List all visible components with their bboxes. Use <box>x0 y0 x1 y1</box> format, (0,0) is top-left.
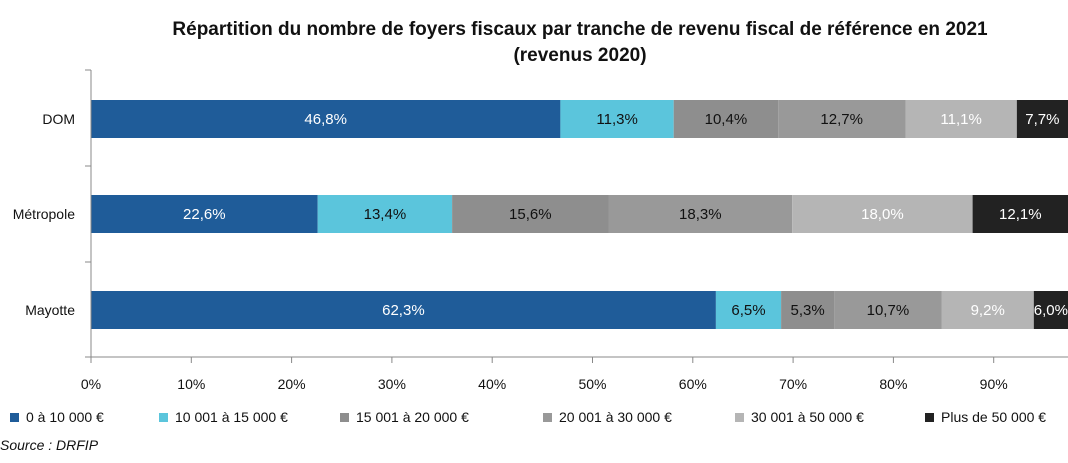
axes-layer: DOM Métropole Mayotte 0% 10% 20% 30% 40% 50% 60% 7… <box>13 69 1068 392</box>
data-label: 9,2% <box>971 302 1005 319</box>
data-label: 10,7% <box>867 302 910 319</box>
stacked-bar-chart: Répartition du nombre de foyers fiscaux … <box>13 19 1068 392</box>
data-label: 5,3% <box>790 302 824 319</box>
x-tick-label: 60% <box>679 376 707 392</box>
data-label: 6,5% <box>731 302 765 319</box>
bar-segment <box>1016 100 1068 138</box>
chart-title: Répartition du nombre de foyers fiscaux … <box>172 19 988 40</box>
data-label: 11,1% <box>940 111 981 128</box>
data-label: 46,8% <box>304 111 347 128</box>
legend-item: 0 à 10 000 € <box>10 409 104 425</box>
legend-label: 10 001 à 15 000 € <box>175 409 288 425</box>
data-label: 7,7% <box>1025 111 1059 128</box>
data-label: 12,7% <box>820 111 863 128</box>
legend-item: Plus de 50 000 € <box>925 409 1046 425</box>
data-label: 10,4% <box>705 111 748 128</box>
data-label: 62,3% <box>382 302 425 319</box>
x-tick-label: 10% <box>177 376 205 392</box>
legend-item: 20 001 à 30 000 € <box>543 409 672 425</box>
bar-segment <box>673 100 778 138</box>
category-label: Mayotte <box>25 302 75 318</box>
legend-swatch <box>340 412 349 422</box>
bar-segment <box>91 100 561 138</box>
bar-segment <box>317 195 453 233</box>
legend-label: 0 à 10 000 € <box>26 409 104 425</box>
legend-item: 10 001 à 15 000 € <box>159 409 288 425</box>
bar-segment <box>941 291 1034 329</box>
x-tick-label: 0% <box>81 376 101 392</box>
data-label: 12,1% <box>999 206 1042 223</box>
bar-segment <box>608 195 792 233</box>
bar-segment <box>792 195 973 233</box>
category-label: Métropole <box>13 206 75 222</box>
chart-legend: 0 à 10 000 € 10 001 à 15 000 € 15 001 à 20… <box>0 409 1068 431</box>
x-tick-label: 50% <box>578 376 606 392</box>
category-label: DOM <box>42 111 75 127</box>
legend-swatch <box>159 412 168 422</box>
bar-segment <box>905 100 1017 138</box>
legend-label: 30 001 à 50 000 € <box>751 409 864 425</box>
x-tick-label: 70% <box>779 376 807 392</box>
bar-segment <box>452 195 609 233</box>
data-label: 22,6% <box>183 206 226 223</box>
source-note: Source : DRFIP <box>0 437 99 453</box>
bar-segment <box>91 291 716 329</box>
legend-label: 15 001 à 20 000 € <box>356 409 469 425</box>
bar-segment <box>560 100 674 138</box>
legend-item: 15 001 à 20 000 € <box>340 409 469 425</box>
bar-segment <box>1033 291 1068 329</box>
legend-label: Plus de 50 000 € <box>941 409 1047 425</box>
x-tick-label: 20% <box>278 376 306 392</box>
data-label: 6,0% <box>1034 302 1068 319</box>
legend-swatch <box>543 412 552 422</box>
bar-segment <box>778 100 906 138</box>
bar-segment <box>834 291 942 329</box>
data-label: 15,6% <box>509 206 552 223</box>
bar-segment <box>972 195 1068 233</box>
legend-swatch <box>735 412 744 422</box>
data-label: 13,4% <box>364 206 407 223</box>
bar-segment <box>715 291 782 329</box>
x-tick-label: 90% <box>980 376 1008 392</box>
chart-subtitle: (revenus 2020) <box>513 45 646 66</box>
data-label: 11,3% <box>596 111 637 128</box>
bar-segment <box>781 291 835 329</box>
x-tick-label: 40% <box>478 376 506 392</box>
bars-layer: 46,8% 11,3% 10,4% 12,7% 11,1% 7,7% 22,6% 13,4% 1… <box>91 100 1068 329</box>
legend-item: 30 001 à 50 000 € <box>735 409 864 425</box>
x-tick-label: 30% <box>378 376 406 392</box>
x-tick-label: 80% <box>879 376 907 392</box>
bar-segment <box>91 195 318 233</box>
data-label: 18,3% <box>679 206 722 223</box>
legend-swatch <box>10 412 19 422</box>
legend-swatch <box>925 412 934 422</box>
legend-label: 20 001 à 30 000 € <box>559 409 672 425</box>
data-label: 18,0% <box>861 206 904 223</box>
